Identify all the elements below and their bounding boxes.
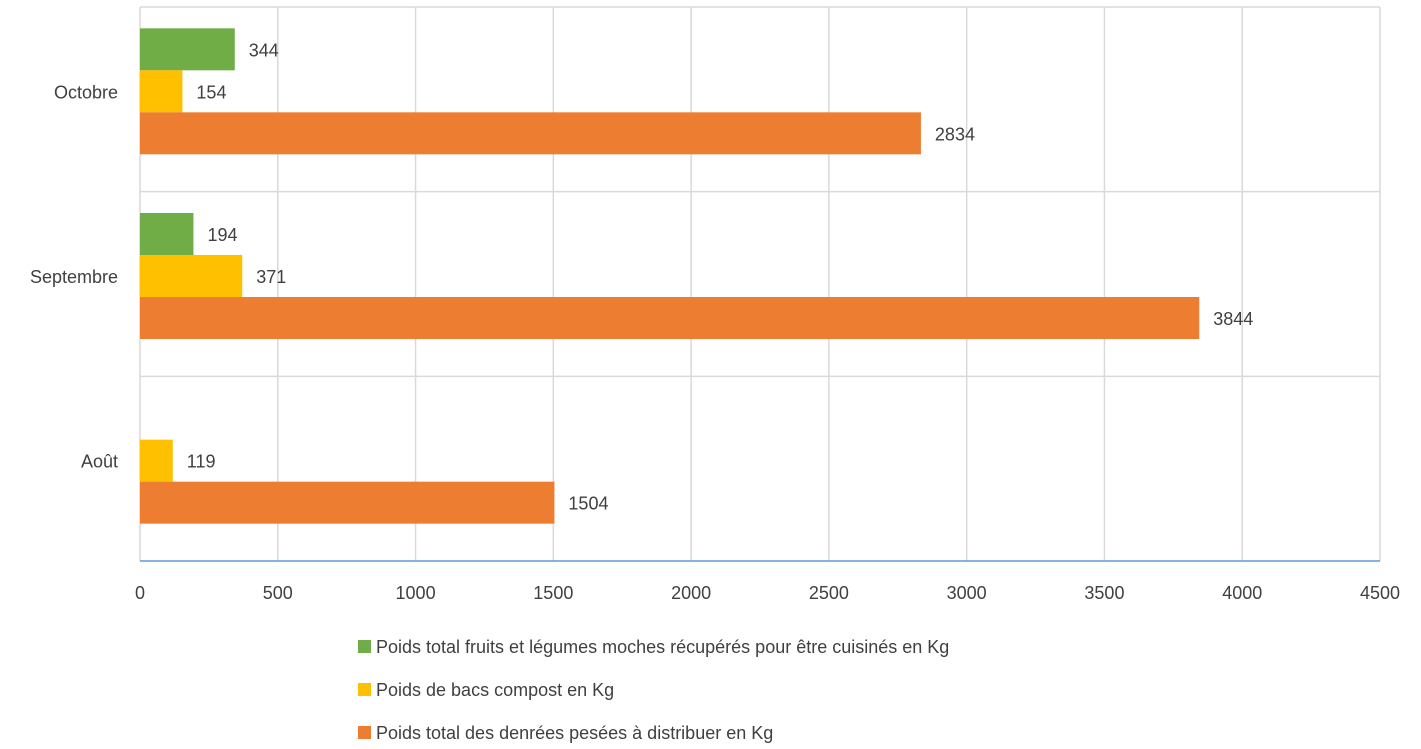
category-label-aout: Août bbox=[81, 452, 118, 472]
legend-label-1: Poids total fruits et légumes moches réc… bbox=[376, 637, 949, 657]
bar-aout-series-3 bbox=[140, 481, 555, 524]
bar-septembre-series-3 bbox=[140, 297, 1200, 339]
data-label-octobre-series-2: 154 bbox=[196, 82, 226, 102]
x-tick-label-500: 500 bbox=[263, 583, 293, 603]
category-label-octobre: Octobre bbox=[54, 82, 118, 102]
data-label-aout-series-3: 1504 bbox=[568, 494, 608, 514]
bar-aout-series-2 bbox=[140, 439, 173, 482]
category-label-septembre: Septembre bbox=[30, 267, 118, 287]
data-label-octobre-series-1: 344 bbox=[249, 40, 279, 60]
x-tick-label-2500: 2500 bbox=[809, 583, 849, 603]
x-tick-label-4500: 4500 bbox=[1360, 583, 1400, 603]
legend-swatch-2 bbox=[358, 683, 371, 696]
x-tick-label-3000: 3000 bbox=[947, 583, 987, 603]
bar-octobre-series-2 bbox=[140, 70, 183, 113]
data-label-septembre-series-2: 371 bbox=[256, 267, 286, 287]
x-tick-label-3500: 3500 bbox=[1084, 583, 1124, 603]
bar-octobre-series-3 bbox=[140, 112, 921, 155]
data-label-septembre-series-1: 194 bbox=[207, 225, 237, 245]
data-label-octobre-series-3: 2834 bbox=[935, 124, 975, 144]
data-label-septembre-series-3: 3844 bbox=[1213, 309, 1253, 329]
legend-label-3: Poids total des denrées pesées à distrib… bbox=[376, 723, 773, 743]
legend-swatch-3 bbox=[358, 726, 371, 739]
x-tick-label-2000: 2000 bbox=[671, 583, 711, 603]
x-tick-label-4000: 4000 bbox=[1222, 583, 1262, 603]
bar-septembre-series-1 bbox=[140, 213, 194, 255]
bar-octobre-series-1 bbox=[140, 28, 235, 71]
bar-septembre-series-2 bbox=[140, 255, 243, 297]
x-tick-label-0: 0 bbox=[135, 583, 145, 603]
data-label-aout-series-2: 119 bbox=[187, 452, 216, 472]
legend-swatch-1 bbox=[358, 640, 371, 653]
legend-label-2: Poids de bacs compost en Kg bbox=[376, 680, 614, 700]
x-tick-label-1500: 1500 bbox=[533, 583, 573, 603]
x-tick-label-1000: 1000 bbox=[396, 583, 436, 603]
